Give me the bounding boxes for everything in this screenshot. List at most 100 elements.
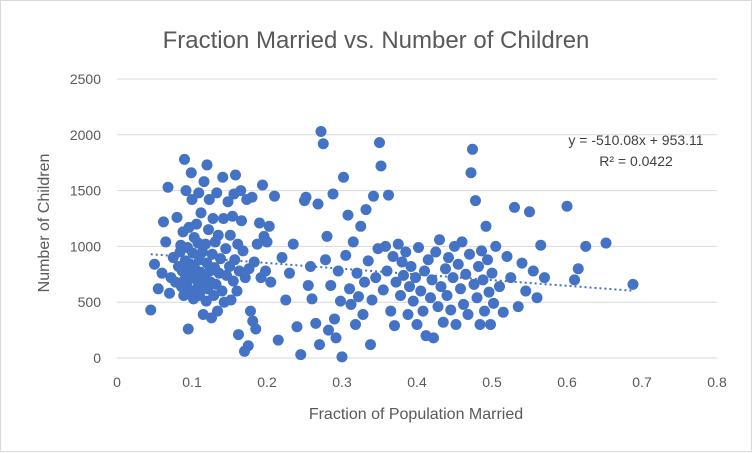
data-point bbox=[398, 269, 409, 281]
data-point bbox=[250, 323, 262, 335]
data-point bbox=[284, 267, 295, 279]
x-axis-title: Fraction of Population Married bbox=[309, 406, 523, 423]
data-point bbox=[216, 285, 228, 297]
data-point bbox=[351, 267, 363, 279]
data-point bbox=[370, 272, 382, 284]
data-point bbox=[357, 308, 369, 320]
data-point bbox=[235, 185, 247, 197]
data-point bbox=[345, 298, 357, 310]
data-point bbox=[486, 267, 498, 279]
data-point bbox=[237, 245, 249, 257]
data-point bbox=[387, 250, 399, 262]
data-point bbox=[407, 295, 419, 307]
data-point bbox=[366, 294, 378, 306]
data-point bbox=[335, 295, 346, 307]
data-point bbox=[473, 260, 484, 272]
data-point bbox=[428, 332, 439, 344]
data-point bbox=[325, 279, 337, 291]
x-tick-label: 0.7 bbox=[632, 374, 652, 390]
data-point bbox=[220, 243, 232, 255]
data-point bbox=[330, 332, 342, 344]
data-point bbox=[185, 167, 197, 179]
data-point bbox=[200, 238, 211, 250]
data-point bbox=[360, 204, 372, 216]
data-point bbox=[413, 242, 424, 254]
data-point bbox=[224, 229, 236, 241]
data-point bbox=[467, 143, 478, 155]
data-point bbox=[405, 260, 417, 272]
data-point bbox=[497, 306, 509, 318]
data-point bbox=[580, 240, 592, 252]
data-point bbox=[300, 191, 312, 203]
x-tick-label: 0.2 bbox=[257, 374, 277, 390]
data-point bbox=[201, 159, 213, 171]
data-point bbox=[211, 187, 223, 199]
chart-title: Fraction Married vs. Number of Children bbox=[163, 27, 590, 54]
data-point bbox=[145, 304, 157, 316]
data-point bbox=[410, 272, 421, 284]
data-point bbox=[383, 189, 394, 201]
y-tick-labels: 0 500 1000 1500 2000 2500 bbox=[70, 71, 101, 366]
data-point bbox=[191, 218, 202, 230]
data-point bbox=[263, 220, 275, 232]
data-point bbox=[434, 234, 445, 246]
data-point bbox=[329, 313, 340, 325]
data-point bbox=[460, 268, 472, 280]
data-point bbox=[485, 319, 496, 331]
data-point bbox=[353, 291, 364, 303]
data-point bbox=[222, 196, 234, 208]
data-point bbox=[265, 276, 277, 288]
data-point bbox=[225, 294, 237, 306]
data-point bbox=[280, 294, 292, 306]
data-point bbox=[368, 190, 379, 202]
data-point bbox=[471, 292, 483, 304]
x-tick-label: 0.4 bbox=[407, 374, 427, 390]
data-point bbox=[276, 252, 288, 264]
data-point bbox=[527, 265, 539, 277]
data-point bbox=[207, 213, 219, 224]
data-point bbox=[291, 321, 303, 333]
data-point bbox=[287, 238, 299, 250]
data-point bbox=[152, 283, 164, 295]
data-point bbox=[208, 290, 220, 302]
data-point bbox=[494, 281, 505, 293]
data-point bbox=[470, 195, 481, 207]
data-point bbox=[218, 213, 229, 224]
x-tick-label: 0.6 bbox=[557, 374, 577, 390]
data-point bbox=[272, 334, 284, 346]
data-point bbox=[344, 283, 355, 295]
data-point bbox=[336, 351, 348, 363]
y-tick-label: 2500 bbox=[70, 71, 101, 87]
data-point bbox=[158, 216, 169, 228]
data-point bbox=[561, 200, 573, 212]
data-point bbox=[455, 283, 466, 295]
x-tick-label: 0 bbox=[113, 374, 121, 390]
data-point bbox=[365, 339, 376, 351]
data-point bbox=[600, 237, 612, 249]
data-point bbox=[198, 176, 210, 188]
data-point bbox=[338, 171, 349, 183]
data-point bbox=[482, 254, 493, 266]
data-point bbox=[212, 305, 223, 317]
data-point bbox=[400, 246, 412, 258]
data-point bbox=[260, 265, 271, 277]
data-point bbox=[488, 297, 499, 309]
data-point bbox=[539, 272, 550, 284]
data-point bbox=[332, 265, 344, 277]
x-tick-label: 0.5 bbox=[482, 374, 502, 390]
data-point bbox=[468, 278, 480, 290]
data-point bbox=[197, 308, 209, 320]
data-point bbox=[445, 304, 457, 316]
data-point bbox=[535, 239, 547, 251]
data-point bbox=[480, 220, 492, 232]
data-point bbox=[195, 207, 207, 219]
data-point bbox=[295, 349, 307, 361]
trendline-r-squared: R² = 0.0422 bbox=[599, 153, 673, 169]
data-point bbox=[512, 301, 524, 313]
data-point bbox=[320, 254, 331, 266]
data-point bbox=[215, 253, 226, 265]
data-point bbox=[422, 254, 434, 266]
x-tick-label: 0.3 bbox=[332, 374, 352, 390]
